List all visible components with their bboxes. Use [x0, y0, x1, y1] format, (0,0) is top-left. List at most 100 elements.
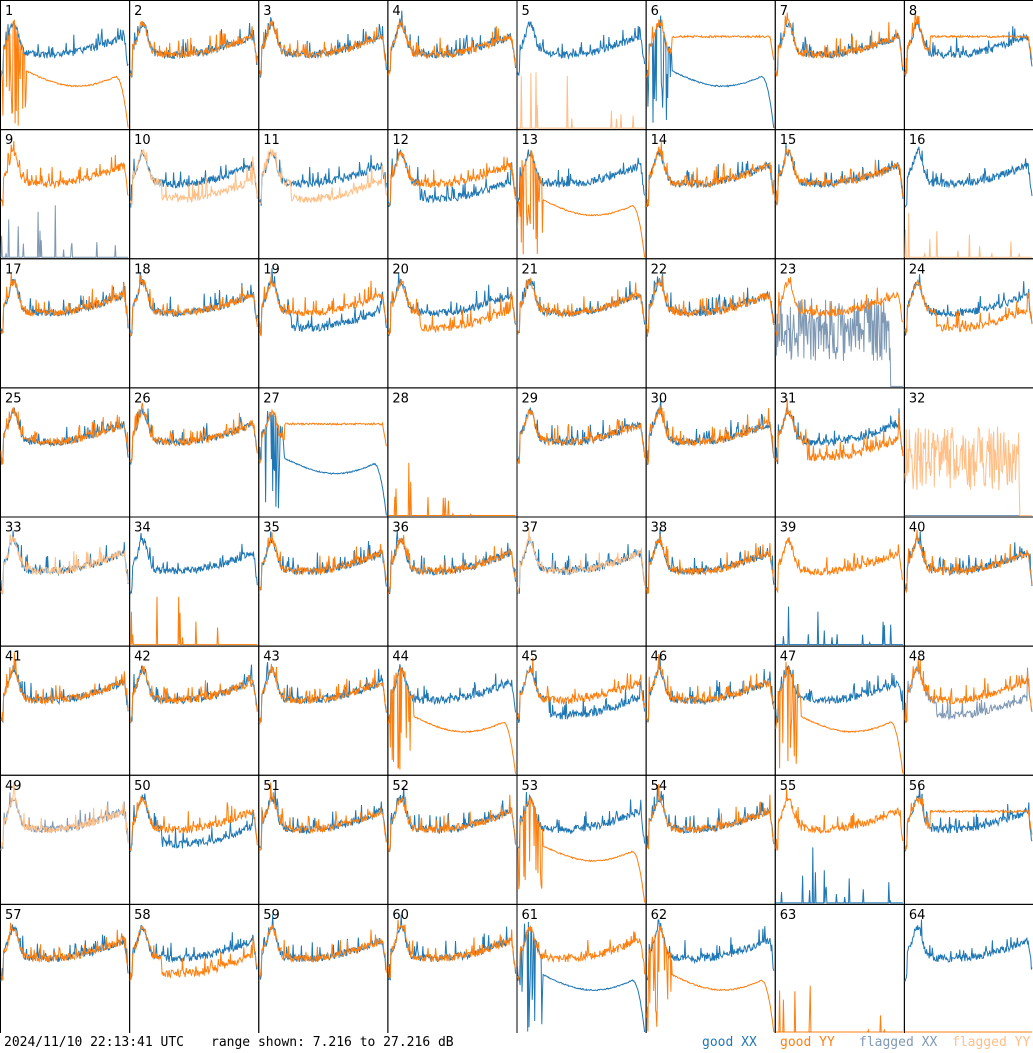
series-yy-line	[904, 212, 1032, 258]
series-yy-line	[258, 663, 387, 725]
panel-frame	[129, 516, 260, 647]
series-yy-line	[0, 922, 129, 981]
series-yy-line	[387, 17, 516, 76]
panel-53: 53	[516, 774, 647, 905]
series-yy-line	[646, 405, 775, 465]
panel-number-label: 46	[651, 650, 668, 665]
series-xx-line	[129, 924, 258, 980]
panel-number-label: 64	[909, 908, 926, 923]
panel-number-label: 27	[263, 391, 280, 406]
panel-number-label: 62	[651, 908, 668, 923]
series-xx-line	[0, 407, 129, 464]
panel-number-label: 31	[780, 391, 797, 406]
panel-frame	[516, 387, 647, 518]
series-xx-line	[646, 15, 775, 129]
panel-13: 13	[516, 129, 647, 260]
panel-number-label: 43	[263, 650, 280, 665]
series-yy-line	[517, 657, 646, 720]
panel-frame	[387, 0, 518, 131]
series-yy-line	[387, 794, 516, 852]
panel-number-label: 12	[392, 133, 409, 148]
panel-number-label: 63	[780, 908, 797, 923]
panel-frame	[129, 774, 260, 905]
panel-frame	[774, 774, 905, 905]
panel-34: 34	[129, 516, 260, 647]
panel-60: 60	[387, 903, 518, 1033]
series-yy-line	[517, 72, 645, 129]
panel-35: 35	[258, 516, 389, 647]
panel-15: 15	[774, 129, 905, 260]
panel-frame	[903, 645, 1033, 776]
series-yy-line	[0, 19, 129, 128]
series-xx-line	[258, 410, 387, 516]
panel-number-label: 6	[651, 4, 659, 19]
series-yy-line	[129, 925, 258, 981]
panel-number-label: 55	[780, 779, 797, 794]
panel-number-label: 9	[5, 133, 13, 148]
series-yy-line	[387, 667, 516, 774]
panel-40: 40	[903, 516, 1033, 647]
series-yy-line	[258, 148, 387, 205]
panel-31: 31	[774, 387, 905, 518]
panel-frame	[516, 645, 647, 776]
panel-frame	[129, 258, 260, 389]
series-yy-line	[517, 527, 646, 593]
panel-frame	[774, 0, 905, 131]
series-xx-line	[0, 278, 129, 334]
range-label: range shown: 7.216 to 27.216 dB	[211, 1035, 454, 1050]
series-xx-line	[775, 407, 904, 465]
panel-number-label: 3	[263, 4, 271, 19]
series-yy-line	[775, 788, 904, 851]
panel-number-label: 47	[780, 650, 797, 665]
series-yy-line	[129, 796, 258, 852]
series-yy-line	[517, 149, 646, 258]
panel-number-label: 29	[522, 391, 539, 406]
series-yy-line	[904, 278, 1033, 335]
series-xx-line	[258, 531, 387, 593]
panel-frame	[258, 0, 389, 131]
panel-number-label: 4	[392, 4, 400, 19]
panel-23: 23	[774, 258, 905, 389]
panel-number-label: 58	[134, 908, 151, 923]
series-xx-line	[646, 919, 775, 981]
panel-frame	[129, 903, 260, 1033]
panel-20: 20	[387, 258, 518, 389]
series-yy-line	[904, 426, 1032, 516]
panel-29: 29	[516, 387, 647, 518]
panel-frame	[645, 129, 776, 260]
panel-number-label: 42	[134, 650, 151, 665]
panel-number-label: 17	[5, 262, 22, 277]
series-yy-line	[775, 147, 904, 206]
series-yy-line	[130, 596, 258, 646]
series-yy-line	[517, 276, 645, 336]
panel-number-label: 56	[909, 779, 926, 794]
panel-number-label: 49	[5, 779, 22, 794]
panel-frame	[387, 774, 518, 905]
panel-62: 62	[645, 903, 776, 1033]
series-yy-line	[129, 402, 258, 463]
series-yy-line	[0, 140, 129, 207]
series-xx-line	[0, 205, 129, 258]
series-yy-line	[258, 782, 387, 853]
series-xx-line	[0, 665, 129, 724]
panel-number-label: 50	[134, 779, 151, 794]
series-yy-line	[259, 408, 387, 464]
series-xx-line	[258, 17, 387, 78]
series-yy-line	[129, 665, 258, 723]
series-xx-line	[129, 664, 258, 724]
panel-frame	[903, 258, 1033, 389]
panel-number-label: 32	[909, 391, 926, 406]
panel-11: 11	[258, 129, 389, 260]
series-yy-line	[388, 150, 516, 206]
panel-49: 49	[0, 774, 131, 905]
panel-number-label: 24	[909, 262, 926, 277]
panel-19: 19	[258, 258, 389, 389]
panel-frame	[258, 258, 389, 389]
series-yy-line	[388, 462, 516, 516]
panel-frame	[129, 0, 260, 131]
series-yy-line	[258, 273, 387, 337]
panel-9: 9	[0, 129, 131, 260]
panel-18: 18	[129, 258, 260, 389]
panel-number-label: 39	[780, 521, 797, 536]
panel-37: 37	[516, 516, 647, 647]
